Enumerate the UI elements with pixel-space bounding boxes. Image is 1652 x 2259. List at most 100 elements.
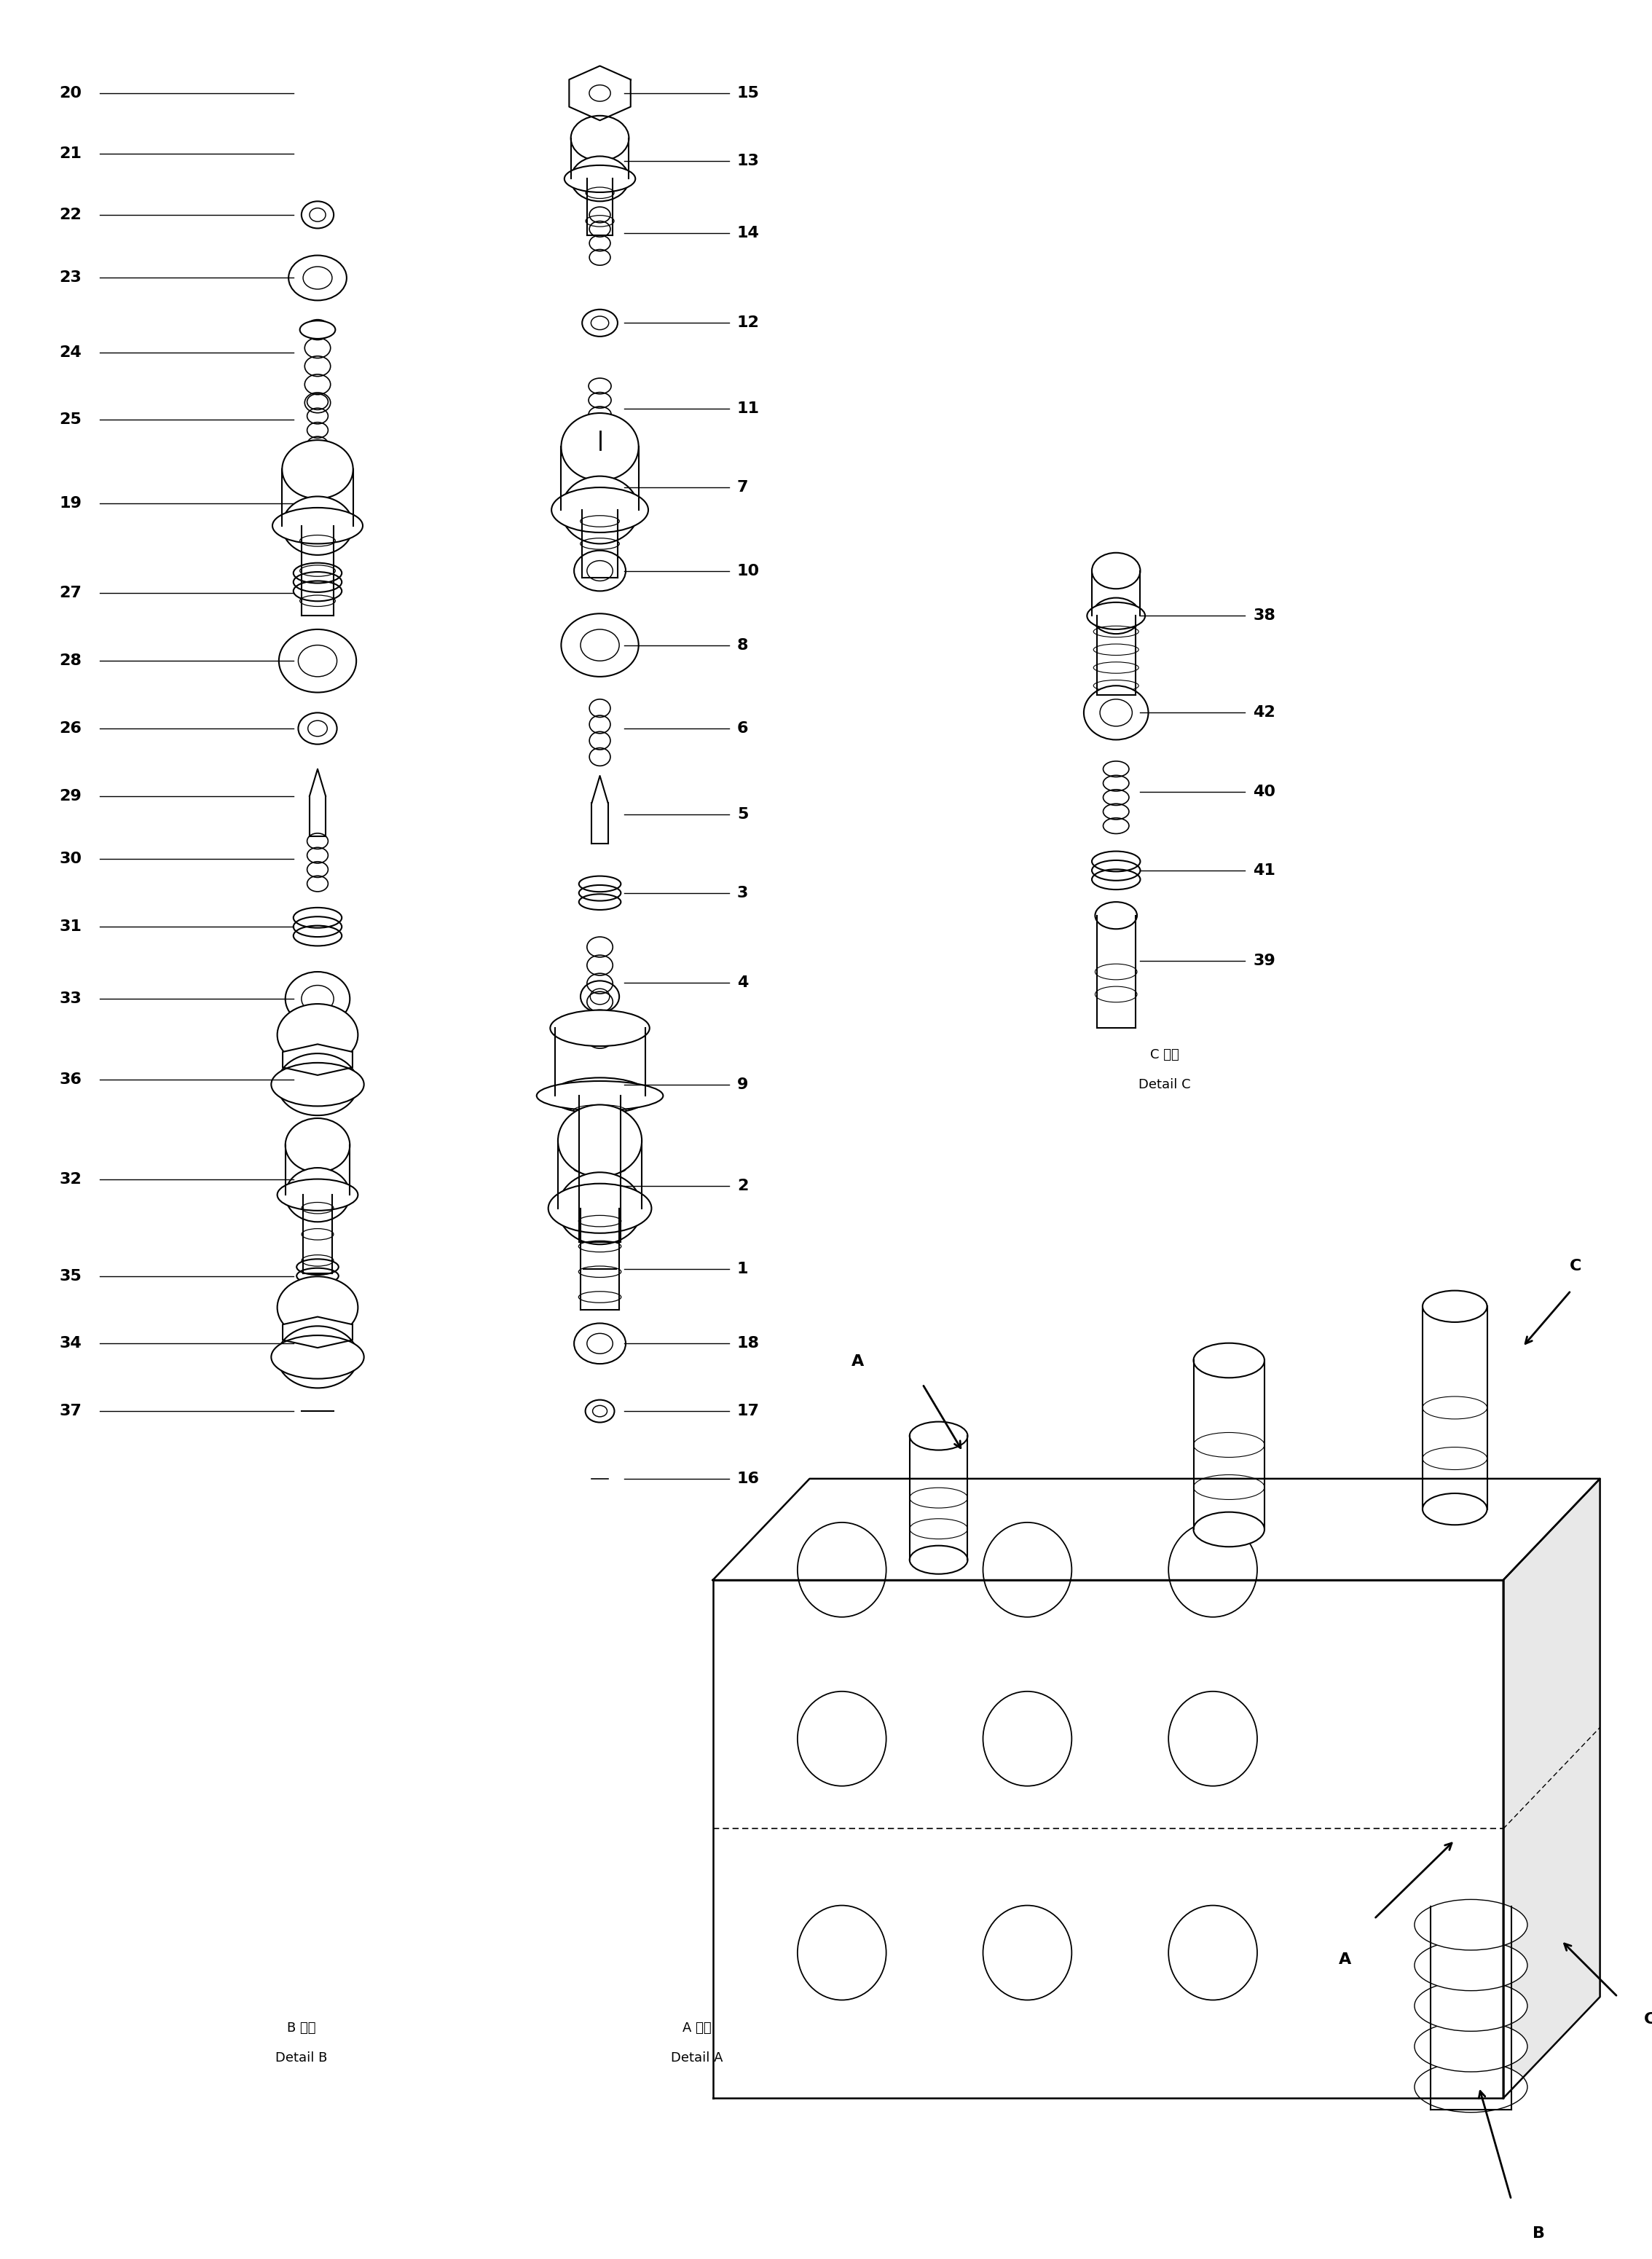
- Text: 12: 12: [737, 316, 760, 330]
- Ellipse shape: [983, 1904, 1072, 1999]
- Text: 3: 3: [737, 886, 748, 901]
- Text: B: B: [1533, 2225, 1545, 2241]
- Ellipse shape: [271, 1335, 363, 1378]
- Ellipse shape: [1414, 1900, 1528, 1950]
- Ellipse shape: [301, 985, 334, 1012]
- Ellipse shape: [302, 267, 332, 289]
- Text: 42: 42: [1254, 705, 1275, 721]
- Ellipse shape: [1193, 1511, 1264, 1547]
- Ellipse shape: [1095, 901, 1137, 928]
- Ellipse shape: [798, 1523, 885, 1617]
- Text: 30: 30: [59, 852, 83, 867]
- Text: 18: 18: [737, 1337, 760, 1351]
- Text: 17: 17: [737, 1403, 760, 1419]
- Text: 16: 16: [737, 1471, 760, 1486]
- Text: 24: 24: [59, 346, 83, 359]
- Ellipse shape: [278, 1276, 358, 1340]
- Ellipse shape: [572, 115, 629, 160]
- Ellipse shape: [586, 560, 613, 581]
- Text: 39: 39: [1254, 953, 1275, 967]
- Ellipse shape: [271, 1062, 363, 1107]
- Text: 23: 23: [59, 271, 83, 285]
- Text: 36: 36: [59, 1073, 83, 1087]
- Text: 22: 22: [59, 208, 83, 221]
- Ellipse shape: [558, 1172, 643, 1245]
- Text: 33: 33: [59, 992, 83, 1005]
- Polygon shape: [282, 1044, 352, 1075]
- Text: A: A: [852, 1353, 864, 1369]
- Text: 40: 40: [1254, 784, 1275, 800]
- Ellipse shape: [562, 413, 639, 481]
- Ellipse shape: [558, 1105, 643, 1177]
- Text: 41: 41: [1254, 863, 1275, 879]
- Polygon shape: [712, 1579, 1503, 2099]
- Ellipse shape: [565, 165, 636, 192]
- Text: 2: 2: [737, 1179, 748, 1193]
- Ellipse shape: [586, 1333, 613, 1353]
- Text: Detail B: Detail B: [276, 2051, 327, 2065]
- Ellipse shape: [299, 646, 337, 678]
- Polygon shape: [1503, 1480, 1601, 2099]
- Ellipse shape: [1168, 1904, 1257, 1999]
- Ellipse shape: [552, 488, 648, 533]
- Ellipse shape: [1414, 1981, 1528, 2031]
- Text: 37: 37: [59, 1403, 83, 1419]
- Ellipse shape: [1092, 553, 1140, 590]
- Text: 19: 19: [59, 497, 83, 511]
- Text: 25: 25: [59, 413, 83, 427]
- Text: 7: 7: [737, 481, 748, 495]
- Text: C: C: [1569, 1258, 1581, 1274]
- Ellipse shape: [301, 321, 335, 339]
- Polygon shape: [570, 66, 631, 120]
- Text: 31: 31: [59, 919, 83, 933]
- Ellipse shape: [282, 497, 354, 556]
- Ellipse shape: [572, 156, 629, 201]
- Ellipse shape: [910, 1421, 968, 1450]
- Ellipse shape: [580, 630, 620, 662]
- Text: 15: 15: [737, 86, 760, 99]
- Ellipse shape: [278, 1003, 358, 1066]
- Ellipse shape: [279, 630, 357, 694]
- Ellipse shape: [1422, 1493, 1487, 1525]
- Text: C: C: [1644, 2013, 1652, 2026]
- Ellipse shape: [1422, 1290, 1487, 1322]
- Text: Detail C: Detail C: [1138, 1078, 1191, 1091]
- Ellipse shape: [537, 1082, 662, 1111]
- Ellipse shape: [591, 420, 608, 443]
- Text: 28: 28: [59, 653, 83, 669]
- Text: 35: 35: [59, 1270, 83, 1283]
- Text: 34: 34: [59, 1337, 83, 1351]
- Text: 26: 26: [59, 721, 83, 736]
- Ellipse shape: [1168, 1692, 1257, 1787]
- Ellipse shape: [1414, 2062, 1528, 2112]
- Text: A 詳細: A 詳細: [682, 2022, 710, 2035]
- Text: 1: 1: [737, 1263, 748, 1276]
- Ellipse shape: [983, 1523, 1072, 1617]
- Text: 6: 6: [737, 721, 748, 736]
- Ellipse shape: [562, 477, 639, 544]
- Ellipse shape: [590, 86, 611, 102]
- Polygon shape: [712, 1480, 1601, 1579]
- Ellipse shape: [1414, 1940, 1528, 1990]
- Ellipse shape: [1414, 2022, 1528, 2072]
- Ellipse shape: [1092, 599, 1140, 635]
- Text: Detail A: Detail A: [671, 2051, 722, 2065]
- Text: 32: 32: [59, 1172, 83, 1186]
- Ellipse shape: [798, 1692, 885, 1787]
- Ellipse shape: [1087, 603, 1145, 630]
- Ellipse shape: [286, 971, 350, 1026]
- Text: B 詳細: B 詳細: [287, 2022, 316, 2035]
- Text: A: A: [1338, 1952, 1351, 1968]
- Ellipse shape: [278, 1053, 358, 1116]
- Text: 29: 29: [59, 788, 83, 804]
- Text: 14: 14: [737, 226, 760, 239]
- Ellipse shape: [550, 1078, 649, 1114]
- Text: 11: 11: [737, 402, 760, 416]
- Ellipse shape: [562, 614, 639, 678]
- Ellipse shape: [983, 1692, 1072, 1787]
- Text: 4: 4: [737, 976, 748, 989]
- Text: 38: 38: [1254, 608, 1275, 623]
- Ellipse shape: [1084, 687, 1148, 739]
- Ellipse shape: [573, 551, 626, 592]
- Text: 5: 5: [737, 806, 748, 822]
